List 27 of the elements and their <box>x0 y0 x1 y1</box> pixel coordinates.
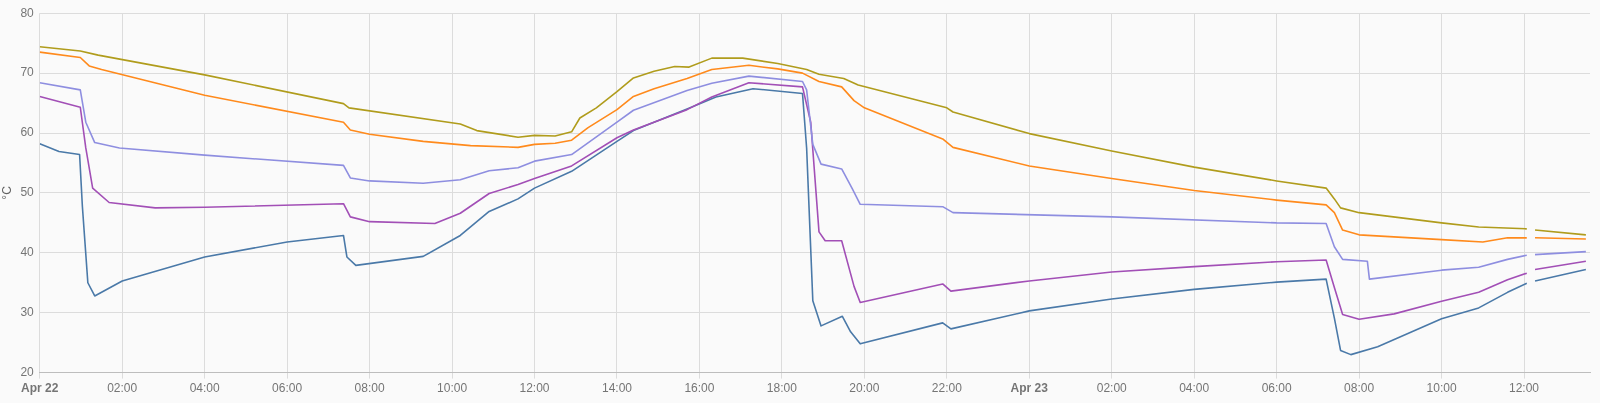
x-tick-label: 02:00 <box>1096 381 1128 396</box>
x-tick-label: 08:00 <box>1344 381 1375 396</box>
x-tick-label: 06:00 <box>272 381 303 396</box>
x-tick-label: 06:00 <box>1261 381 1292 396</box>
x-tick-label: 14:00 <box>601 381 633 396</box>
y-tick-label: 60 <box>20 125 35 140</box>
y-tick-label: 70 <box>20 65 35 80</box>
x-tick-label: 22:00 <box>931 381 963 396</box>
y-tick-label: 30 <box>20 305 35 320</box>
x-tick-label: 10:00 <box>437 381 468 396</box>
x-tick-label: 12:00 <box>1509 381 1540 396</box>
x-tick-label: Apr 22 <box>21 381 59 396</box>
x-tick-label: 16:00 <box>684 381 715 396</box>
x-tick-label: 20:00 <box>849 381 880 396</box>
y-tick-label: 80 <box>20 5 35 20</box>
x-tick-label: Apr 23 <box>1010 381 1049 396</box>
x-tick-label: 12:00 <box>519 381 550 396</box>
x-tick-label: 02:00 <box>107 381 138 396</box>
y-axis-title: °C <box>0 185 14 200</box>
x-tick-label: 08:00 <box>354 381 385 396</box>
x-tick-label: 04:00 <box>1179 381 1210 396</box>
x-tick-label: 18:00 <box>766 381 798 396</box>
y-tick-label: 20 <box>20 364 35 379</box>
y-tick-label: 40 <box>20 245 35 260</box>
x-tick-label: 04:00 <box>189 381 221 396</box>
x-tick-label: 10:00 <box>1426 381 1457 396</box>
y-tick-label: 50 <box>20 185 35 200</box>
